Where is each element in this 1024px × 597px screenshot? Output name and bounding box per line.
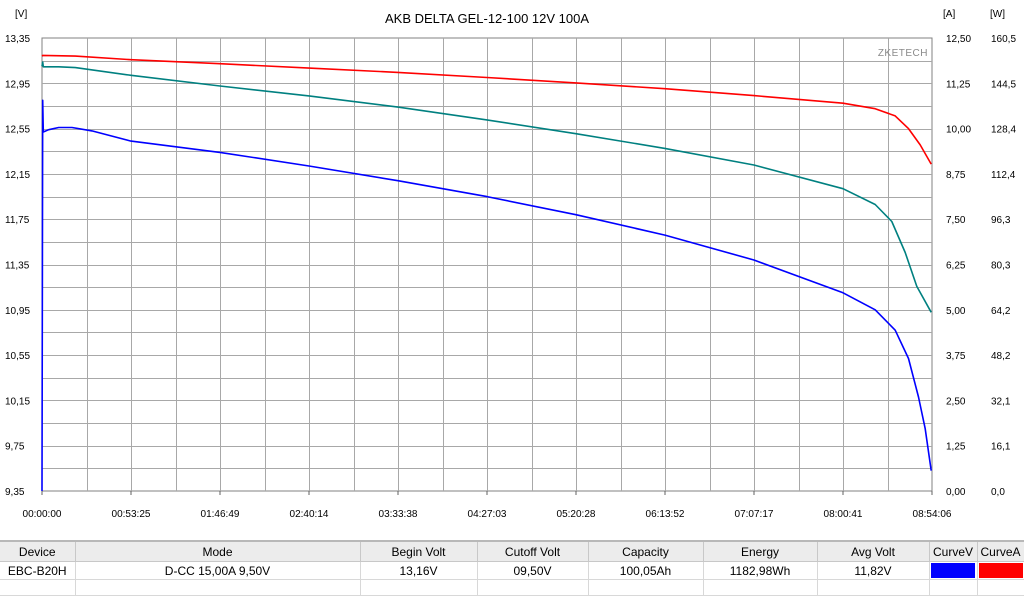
col-header-capacity: Capacity bbox=[588, 542, 704, 562]
right-axis-a-tick-label: 7,50 bbox=[946, 215, 966, 226]
right-axis-w-tick-label: 128,4 bbox=[991, 125, 1016, 136]
right-axis-a-tick-label: 6,25 bbox=[946, 261, 966, 272]
summary-table-panel: Device Mode Begin Volt Cutoff Volt Capac… bbox=[0, 540, 1024, 597]
x-axis-tick-label: 07:07:17 bbox=[735, 509, 774, 520]
right-axis-a-tick-label: 12,50 bbox=[946, 34, 971, 45]
col-header-avg-volt: Avg Volt bbox=[817, 542, 930, 562]
left-axis-tick-label: 13,35 bbox=[5, 34, 30, 45]
left-axis-tick-label: 12,15 bbox=[5, 170, 30, 181]
right-axis-a-tick-label: 1,25 bbox=[946, 442, 966, 453]
series-line-curvev bbox=[41, 99, 932, 492]
x-axis-tick-label: 04:27:03 bbox=[468, 509, 507, 520]
chart-title: AKB DELTA GEL-12-100 12V 100A bbox=[385, 11, 589, 26]
col-header-device: Device bbox=[0, 542, 76, 562]
left-axis-tick-label: 10,95 bbox=[5, 306, 30, 317]
left-axis-tick-label: 9,35 bbox=[5, 487, 25, 498]
curve-v-color-swatch[interactable] bbox=[931, 563, 975, 578]
col-header-curve-v: CurveV bbox=[929, 542, 978, 562]
col-header-begin-volt: Begin Volt bbox=[360, 542, 478, 562]
cell-device: EBC-B20H bbox=[0, 561, 76, 580]
left-axis-unit: [V] bbox=[15, 9, 27, 20]
cell-curve-v-color[interactable] bbox=[929, 561, 978, 580]
chart: AKB DELTA GEL-12-100 12V 100A ZKETECH [V] [… bbox=[5, 9, 1016, 520]
col-header-mode: Mode bbox=[75, 542, 361, 562]
left-axis-tick-label: 9,75 bbox=[5, 442, 25, 453]
x-axis-tick-label: 00:00:00 bbox=[23, 509, 62, 520]
right-axis-a-tick-label: 2,50 bbox=[946, 396, 966, 407]
x-axis-tick-label: 00:53:25 bbox=[112, 509, 151, 520]
left-axis-tick-label: 12,55 bbox=[5, 125, 30, 136]
left-axis-tick-label: 11,75 bbox=[5, 215, 30, 226]
left-axis-tick-label: 10,55 bbox=[5, 351, 30, 362]
x-axis-tick-label: 08:00:41 bbox=[824, 509, 863, 520]
right-axis-w-tick-label: 48,2 bbox=[991, 351, 1011, 362]
cell-capacity: 100,05Ah bbox=[588, 561, 704, 580]
right-axis-w-tick-label: 32,1 bbox=[991, 396, 1011, 407]
right-axis-a-tick-label: 5,00 bbox=[946, 306, 966, 317]
left-axis-tick-label: 12,95 bbox=[5, 79, 30, 90]
x-axis-tick-label: 06:13:52 bbox=[646, 509, 685, 520]
cell-cutoff-volt: 09,50V bbox=[477, 561, 589, 580]
cell-energy: 1182,98Wh bbox=[703, 561, 818, 580]
right-axis-a-unit: [A] bbox=[943, 9, 955, 20]
col-header-energy: Energy bbox=[703, 542, 818, 562]
watermark: ZKETECH bbox=[878, 48, 928, 59]
cell-curve-a-color[interactable] bbox=[977, 561, 1024, 580]
right-axis-a-tick-label: 8,75 bbox=[946, 170, 966, 181]
col-header-curve-a: CurveA bbox=[977, 542, 1024, 562]
x-axis-tick-label: 03:33:38 bbox=[379, 509, 418, 520]
x-axis-tick-label: 08:54:06 bbox=[913, 509, 952, 520]
left-axis-tick-label: 11,35 bbox=[5, 261, 30, 272]
right-axis-a-tick-label: 11,25 bbox=[946, 79, 971, 90]
cell-avg-volt: 11,82V bbox=[817, 561, 930, 580]
right-axis-w-tick-label: 160,5 bbox=[991, 34, 1016, 45]
right-axis-w-tick-label: 144,5 bbox=[991, 79, 1016, 90]
right-axis-a-tick-label: 3,75 bbox=[946, 351, 966, 362]
cell-begin-volt: 13,16V bbox=[360, 561, 478, 580]
cell-mode: D-CC 15,00A 9,50V bbox=[75, 561, 361, 580]
x-axis-tick-label: 01:46:49 bbox=[201, 509, 240, 520]
col-header-cutoff-volt: Cutoff Volt bbox=[477, 542, 589, 562]
summary-table: Device Mode Begin Volt Cutoff Volt Capac… bbox=[0, 542, 1024, 596]
right-axis-w-tick-label: 16,1 bbox=[991, 442, 1011, 453]
right-axis-w-tick-label: 96,3 bbox=[991, 215, 1011, 226]
right-axis-w-tick-label: 0,0 bbox=[991, 487, 1005, 498]
right-axis-w-unit: [W] bbox=[990, 9, 1005, 20]
right-axis-a-tick-label: 0,00 bbox=[946, 487, 966, 498]
table-row[interactable]: EBC-B20H D-CC 15,00A 9,50V 13,16V 09,50V… bbox=[0, 561, 1024, 580]
right-axis-w-tick-label: 80,3 bbox=[991, 261, 1011, 272]
left-axis-tick-label: 10,15 bbox=[5, 396, 30, 407]
table-row-empty bbox=[0, 579, 1024, 596]
table-header-row: Device Mode Begin Volt Cutoff Volt Capac… bbox=[0, 542, 1024, 562]
series-line-curvew bbox=[41, 61, 932, 313]
series-line-curvea bbox=[41, 54, 932, 165]
right-axis-w-tick-label: 64,2 bbox=[991, 306, 1011, 317]
right-axis-w-tick-label: 112,4 bbox=[991, 170, 1016, 181]
right-axis-a-tick-label: 10,00 bbox=[946, 125, 971, 136]
x-axis-tick-label: 02:40:14 bbox=[290, 509, 329, 520]
curve-a-color-swatch[interactable] bbox=[978, 563, 1023, 578]
x-axis-tick-label: 05:20:28 bbox=[557, 509, 596, 520]
